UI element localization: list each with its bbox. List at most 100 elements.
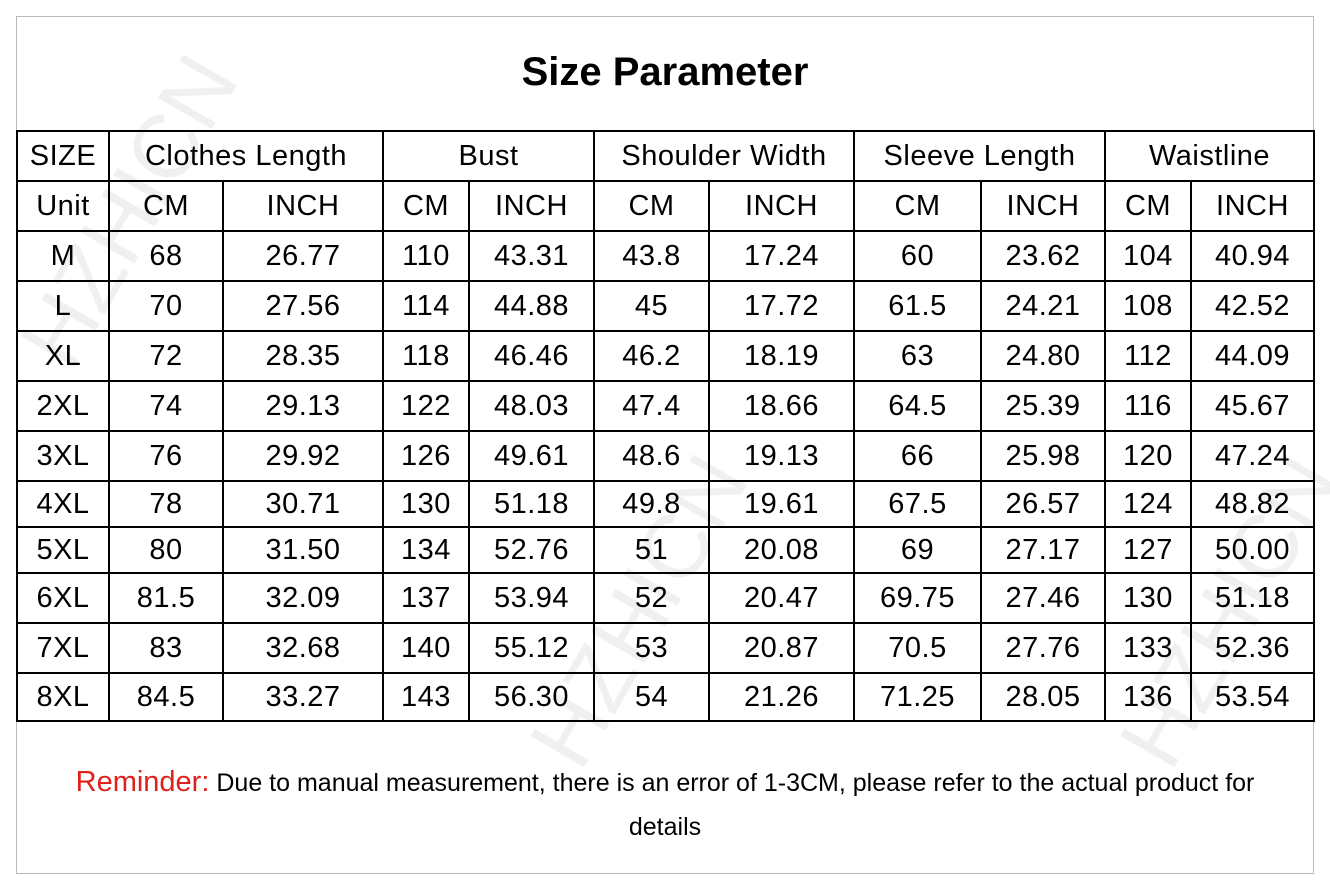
value-cell: 84.5 xyxy=(108,672,224,722)
value-cell: 137 xyxy=(382,572,470,624)
value-cell: 130 xyxy=(382,480,470,528)
header-cell: Shoulder Width xyxy=(593,130,855,182)
value-cell: 47.4 xyxy=(593,380,710,432)
value-cell: 78 xyxy=(108,480,224,528)
value-cell: 51.18 xyxy=(1190,572,1315,624)
value-cell: 83 xyxy=(108,622,224,674)
value-cell: 143 xyxy=(382,672,470,722)
unit-cell: Unit xyxy=(16,180,110,232)
unit-cell: INCH xyxy=(222,180,384,232)
value-cell: 44.88 xyxy=(468,280,595,332)
value-cell: 28.35 xyxy=(222,330,384,382)
value-cell: 61.5 xyxy=(853,280,982,332)
value-cell: 17.72 xyxy=(708,280,855,332)
value-cell: 29.92 xyxy=(222,430,384,482)
value-cell: 48.82 xyxy=(1190,480,1315,528)
value-cell: 80 xyxy=(108,526,224,574)
value-cell: 51 xyxy=(593,526,710,574)
value-cell: 46.46 xyxy=(468,330,595,382)
value-cell: 47.24 xyxy=(1190,430,1315,482)
value-cell: 124 xyxy=(1104,480,1192,528)
value-cell: 30.71 xyxy=(222,480,384,528)
value-cell: 26.57 xyxy=(980,480,1106,528)
value-cell: 45 xyxy=(593,280,710,332)
value-cell: 53.94 xyxy=(468,572,595,624)
value-cell: 70 xyxy=(108,280,224,332)
value-cell: 27.46 xyxy=(980,572,1106,624)
header-cell: Waistline xyxy=(1104,130,1315,182)
title: Size Parameter xyxy=(521,50,809,94)
table-row: M 68 26.77 110 43.31 43.8 17.24 60 23.62 104 40.94 xyxy=(16,230,1315,282)
value-cell: 20.08 xyxy=(708,526,855,574)
value-cell: 76 xyxy=(108,430,224,482)
value-cell: 49.8 xyxy=(593,480,710,528)
value-cell: 28.05 xyxy=(980,672,1106,722)
value-cell: 64.5 xyxy=(853,380,982,432)
value-cell: 27.76 xyxy=(980,622,1106,674)
value-cell: 69.75 xyxy=(853,572,982,624)
table-row: 4XL 78 30.71 130 51.18 49.8 19.61 67.5 26.57 124 4… xyxy=(16,480,1315,528)
value-cell: 68 xyxy=(108,230,224,282)
value-cell: 50.00 xyxy=(1190,526,1315,574)
value-cell: 71.25 xyxy=(853,672,982,722)
value-cell: 130 xyxy=(1104,572,1192,624)
value-cell: 127 xyxy=(1104,526,1192,574)
value-cell: 69 xyxy=(853,526,982,574)
value-cell: 24.21 xyxy=(980,280,1106,332)
table-row: 8XL 84.5 33.27 143 56.30 54 21.26 71.25 28.05 136… xyxy=(16,672,1315,722)
value-cell: 122 xyxy=(382,380,470,432)
table-row: 6XL 81.5 32.09 137 53.94 52 20.47 69.75 27.46 130… xyxy=(16,572,1315,624)
value-cell: 120 xyxy=(1104,430,1192,482)
value-cell: 18.19 xyxy=(708,330,855,382)
size-cell: 7XL xyxy=(16,622,110,674)
value-cell: 33.27 xyxy=(222,672,384,722)
unit-cell: CM xyxy=(108,180,224,232)
table-row: SIZE Clothes Length Bust Shoulder Width Slee… xyxy=(16,130,1315,182)
size-cell: M xyxy=(16,230,110,282)
value-cell: 53.54 xyxy=(1190,672,1315,722)
value-cell: 52 xyxy=(593,572,710,624)
table-row: 7XL 83 32.68 140 55.12 53 20.87 70.5 27.76 133 52.… xyxy=(16,622,1315,674)
value-cell: 26.77 xyxy=(222,230,384,282)
value-cell: 134 xyxy=(382,526,470,574)
value-cell: 60 xyxy=(853,230,982,282)
value-cell: 108 xyxy=(1104,280,1192,332)
value-cell: 17.24 xyxy=(708,230,855,282)
size-cell: XL xyxy=(16,330,110,382)
value-cell: 18.66 xyxy=(708,380,855,432)
reminder: Reminder: Due to manual measurement, the… xyxy=(40,760,1290,849)
value-cell: 74 xyxy=(108,380,224,432)
value-cell: 72 xyxy=(108,330,224,382)
value-cell: 110 xyxy=(382,230,470,282)
value-cell: 56.30 xyxy=(468,672,595,722)
value-cell: 51.18 xyxy=(468,480,595,528)
unit-cell: CM xyxy=(382,180,470,232)
table-row: L 70 27.56 114 44.88 45 17.72 61.5 24.21 108 42.52 xyxy=(16,280,1315,332)
value-cell: 49.61 xyxy=(468,430,595,482)
value-cell: 27.17 xyxy=(980,526,1106,574)
value-cell: 45.67 xyxy=(1190,380,1315,432)
value-cell: 32.09 xyxy=(222,572,384,624)
table-row: XL 72 28.35 118 46.46 46.2 18.19 63 24.80 112 44.0… xyxy=(16,330,1315,382)
unit-cell: INCH xyxy=(468,180,595,232)
table-row: 3XL 76 29.92 126 49.61 48.6 19.13 66 25.98 120 47.… xyxy=(16,430,1315,482)
reminder-label: Reminder: xyxy=(75,766,210,798)
header-cell: Bust xyxy=(382,130,595,182)
table-row: 5XL 80 31.50 134 52.76 51 20.08 69 27.17 127 50.00 xyxy=(16,526,1315,574)
unit-cell: CM xyxy=(593,180,710,232)
value-cell: 53 xyxy=(593,622,710,674)
value-cell: 46.2 xyxy=(593,330,710,382)
value-cell: 44.09 xyxy=(1190,330,1315,382)
value-cell: 126 xyxy=(382,430,470,482)
unit-cell: INCH xyxy=(980,180,1106,232)
unit-cell: INCH xyxy=(708,180,855,232)
value-cell: 54 xyxy=(593,672,710,722)
size-cell: L xyxy=(16,280,110,332)
size-cell: 6XL xyxy=(16,572,110,624)
unit-cell: CM xyxy=(1104,180,1192,232)
unit-cell: CM xyxy=(853,180,982,232)
value-cell: 32.68 xyxy=(222,622,384,674)
value-cell: 24.80 xyxy=(980,330,1106,382)
value-cell: 70.5 xyxy=(853,622,982,674)
size-cell: 4XL xyxy=(16,480,110,528)
